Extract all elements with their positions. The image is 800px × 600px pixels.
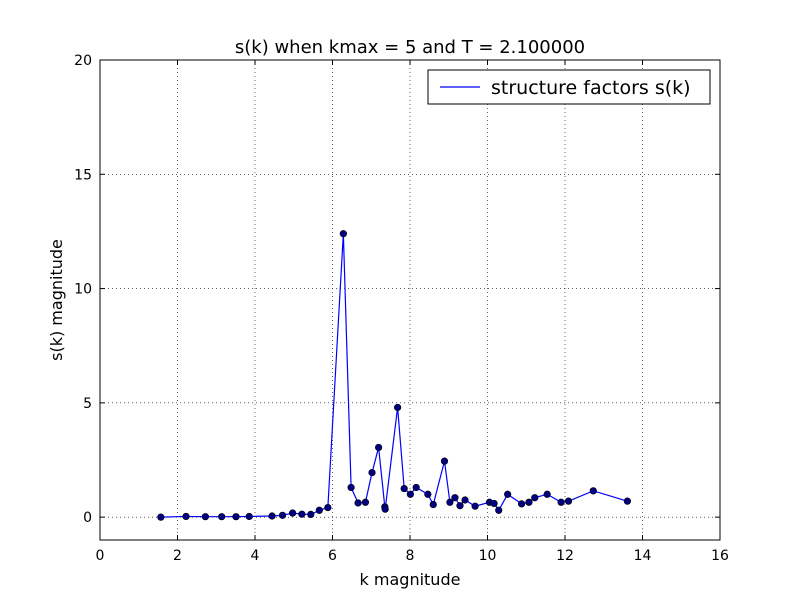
data-point bbox=[623, 497, 631, 505]
y-axis-label: s(k) magnitude bbox=[47, 239, 66, 361]
y-tick-label: 10 bbox=[74, 282, 92, 298]
series-layer bbox=[157, 230, 631, 521]
data-point bbox=[451, 494, 459, 502]
y-tick-label: 0 bbox=[83, 510, 92, 526]
data-point bbox=[339, 230, 347, 238]
data-point bbox=[354, 499, 362, 507]
data-point bbox=[232, 513, 240, 521]
data-point bbox=[504, 490, 512, 498]
data-point bbox=[531, 494, 539, 502]
x-tick-label: 16 bbox=[711, 548, 729, 564]
x-tick-label: 8 bbox=[406, 548, 415, 564]
data-point bbox=[525, 498, 533, 506]
data-point bbox=[315, 506, 323, 514]
data-point bbox=[245, 512, 253, 521]
data-point bbox=[394, 403, 402, 412]
x-tick-label: 4 bbox=[251, 548, 260, 564]
x-axis-label: k magnitude bbox=[360, 570, 461, 589]
data-point bbox=[461, 496, 469, 504]
data-point bbox=[347, 483, 355, 492]
y-tick-label: 20 bbox=[74, 53, 92, 69]
x-tick-label: 2 bbox=[173, 548, 182, 564]
y-tick-label: 5 bbox=[83, 396, 92, 412]
x-tick-label: 12 bbox=[556, 548, 574, 564]
data-point bbox=[517, 500, 526, 508]
legend-entry-label: structure factors s(k) bbox=[491, 77, 691, 99]
data-point bbox=[564, 497, 573, 505]
data-point bbox=[471, 502, 479, 510]
data-point bbox=[324, 503, 332, 512]
data-point bbox=[288, 509, 297, 517]
data-point bbox=[218, 513, 226, 521]
x-tick-label: 0 bbox=[96, 548, 105, 564]
data-point bbox=[157, 513, 165, 521]
data-point bbox=[424, 490, 432, 498]
x-tick-label: 14 bbox=[634, 548, 652, 564]
data-point bbox=[278, 511, 287, 519]
data-point bbox=[381, 505, 389, 513]
data-point bbox=[298, 510, 306, 518]
data-point bbox=[557, 498, 565, 506]
data-point bbox=[368, 468, 376, 477]
data-point bbox=[412, 483, 420, 492]
data-point bbox=[589, 487, 597, 495]
data-point bbox=[375, 443, 383, 452]
ticks: 0 2 4 6 8 10 12 14 16 0 5 10 15 20 bbox=[74, 53, 729, 564]
data-point bbox=[268, 512, 276, 520]
data-point bbox=[400, 484, 408, 493]
legend: structure factors s(k) bbox=[427, 69, 711, 105]
data-point bbox=[307, 510, 315, 519]
x-tick-label: 6 bbox=[328, 548, 337, 564]
chart-title: s(k) when kmax = 5 and T = 2.100000 bbox=[235, 37, 585, 58]
data-point bbox=[361, 498, 370, 506]
data-point bbox=[456, 502, 464, 510]
y-tick-label: 15 bbox=[74, 167, 92, 183]
data-point bbox=[182, 512, 190, 521]
data-point bbox=[429, 500, 437, 509]
data-point bbox=[495, 506, 503, 514]
data-point bbox=[201, 513, 209, 521]
data-point bbox=[446, 498, 454, 506]
data-point bbox=[440, 457, 449, 465]
data-point bbox=[406, 490, 414, 498]
x-tick-label: 10 bbox=[479, 548, 497, 564]
data-point bbox=[543, 490, 551, 498]
data-point bbox=[490, 499, 498, 508]
